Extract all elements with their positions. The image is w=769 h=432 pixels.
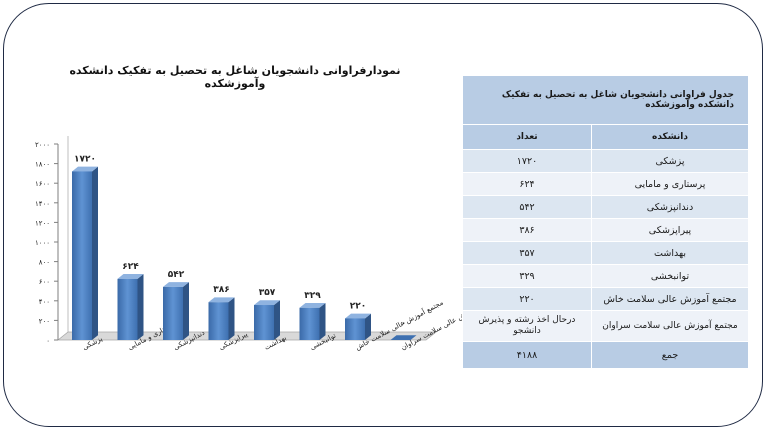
cell-count: ۳۸۶ xyxy=(462,218,592,242)
cell-school: بهداشت xyxy=(591,241,749,265)
data-label: ۳۸۶ xyxy=(213,285,229,295)
cell-school: توانبخشی xyxy=(591,264,749,288)
y-tick-label: ۱۶۰۰ xyxy=(35,180,50,188)
header-school: دانشکده xyxy=(591,124,749,150)
cell-count: ۶۲۴ xyxy=(462,172,592,196)
y-tick-label: ۶۰۰ xyxy=(39,278,50,286)
cell-count: ۳۲۹ xyxy=(462,264,592,288)
total-value: ۴۱۸۸ xyxy=(462,341,592,369)
y-tick-label: ۱۰۰۰ xyxy=(35,239,50,247)
bar-top xyxy=(72,166,98,172)
bar-side xyxy=(365,313,371,340)
cell-school: مجتمع آموزش عالی سلامت خاش xyxy=(591,287,749,311)
bar-top xyxy=(208,297,235,303)
total-label: جمع xyxy=(591,341,749,369)
data-label: ۵۴۲ xyxy=(168,270,185,280)
chart-title: نمودارفراوانی دانشجویان شاغل به تحصیل به… xyxy=(69,64,401,90)
y-tick-label: ۱۲۰۰ xyxy=(35,219,50,227)
bar xyxy=(163,286,183,340)
y-tick-label: ۴۰۰ xyxy=(39,298,50,306)
bar-side xyxy=(183,282,189,340)
y-tick-label: ۱۴۰۰ xyxy=(35,200,50,208)
bar xyxy=(72,171,92,340)
header-count: تعداد xyxy=(462,124,592,150)
cell-count: ۱۷۲۰ xyxy=(462,149,592,173)
bar xyxy=(345,318,365,340)
cell-school: مجتمع آموزش عالی سلامت سراوان xyxy=(591,310,749,342)
cell-school: پزشکی xyxy=(591,149,749,173)
data-label: ۱۷۲۰ xyxy=(74,154,96,164)
bar xyxy=(208,302,229,340)
cell-school: پیراپزشکی xyxy=(591,218,749,242)
cell-school: دندانپزشکی xyxy=(591,195,749,219)
bar-top xyxy=(117,274,144,279)
bar xyxy=(299,307,320,340)
bar-side xyxy=(228,297,235,340)
bar-side xyxy=(319,302,326,340)
bar xyxy=(254,305,274,340)
bar-top xyxy=(299,302,326,308)
data-label: ۶۲۴ xyxy=(122,262,139,272)
bar-top xyxy=(345,313,371,319)
bar-top xyxy=(163,282,189,287)
y-tick-label: ۱۸۰۰ xyxy=(35,161,50,169)
bar xyxy=(390,335,417,340)
data-label: ۰ xyxy=(401,319,407,329)
bar-side xyxy=(137,274,144,340)
cell-count: ۳۵۷ xyxy=(462,241,592,265)
bar xyxy=(117,278,138,340)
y-tick-label: ۲۰۰ xyxy=(39,317,50,325)
cell-count: ۲۲۰ xyxy=(462,287,592,311)
bar-side xyxy=(274,300,280,340)
cell-school: پرستاری و مامایی xyxy=(591,172,749,196)
bar-side xyxy=(92,166,98,340)
data-table: جدول فراوانی دانشجویان شاغل به تحصیل به … xyxy=(462,75,749,369)
y-tick-label: ۲۰۰۰ xyxy=(35,141,50,149)
y-tick-label: ۸۰۰ xyxy=(39,259,50,267)
data-label: ۲۲۰ xyxy=(350,301,366,311)
data-label: ۳۲۹ xyxy=(304,291,321,301)
table-caption: جدول فراوانی دانشجویان شاغل به تحصیل به … xyxy=(462,75,749,125)
data-label: ۳۵۷ xyxy=(259,288,276,298)
cell-count: درحال اخذ رشته و پذیرش دانشجو xyxy=(462,310,592,342)
cell-count: ۵۴۲ xyxy=(462,195,592,219)
y-tick-label: ۰ xyxy=(46,337,50,345)
bar-top xyxy=(254,300,280,306)
